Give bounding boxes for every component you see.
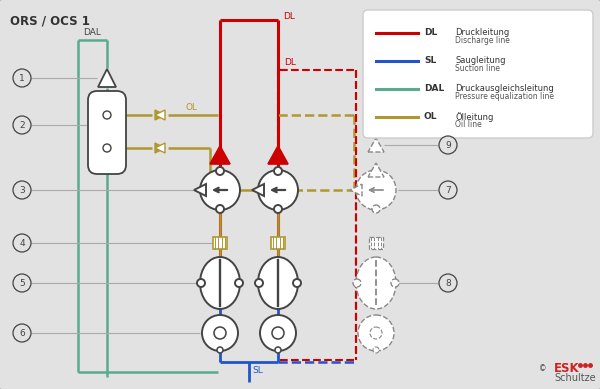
Text: Pressure equalization line: Pressure equalization line <box>455 92 554 101</box>
Circle shape <box>275 347 281 353</box>
Circle shape <box>370 327 382 339</box>
Bar <box>213 237 227 249</box>
Circle shape <box>13 274 31 292</box>
Polygon shape <box>194 184 206 196</box>
Circle shape <box>372 205 380 213</box>
Text: Druckausgleichsleitung: Druckausgleichsleitung <box>455 84 554 93</box>
Circle shape <box>293 279 301 287</box>
Polygon shape <box>98 69 116 87</box>
Circle shape <box>103 111 111 119</box>
Circle shape <box>255 279 263 287</box>
Circle shape <box>373 347 379 353</box>
Bar <box>369 237 383 249</box>
Text: 6: 6 <box>19 328 25 338</box>
Circle shape <box>260 315 296 351</box>
Circle shape <box>372 167 380 175</box>
Text: Schultze: Schultze <box>554 373 596 383</box>
Polygon shape <box>155 143 165 153</box>
Circle shape <box>439 274 457 292</box>
Text: 5: 5 <box>19 279 25 287</box>
Text: ORS / OCS 1: ORS / OCS 1 <box>10 14 90 27</box>
Text: SL: SL <box>252 366 263 375</box>
Circle shape <box>272 327 284 339</box>
Text: Oil line: Oil line <box>455 120 482 129</box>
Text: DL: DL <box>283 12 295 21</box>
Text: 7: 7 <box>445 186 451 194</box>
Circle shape <box>216 205 224 213</box>
Polygon shape <box>268 146 288 164</box>
Circle shape <box>439 181 457 199</box>
Circle shape <box>274 167 282 175</box>
Polygon shape <box>210 146 230 164</box>
Text: DL: DL <box>284 58 296 67</box>
Circle shape <box>358 315 394 351</box>
Polygon shape <box>368 138 384 152</box>
Text: ©: © <box>539 364 547 373</box>
Text: OL: OL <box>185 102 197 112</box>
FancyBboxPatch shape <box>363 10 593 138</box>
Text: Ölleitung: Ölleitung <box>455 112 493 122</box>
Text: SL: SL <box>424 56 436 65</box>
Text: 3: 3 <box>19 186 25 194</box>
Circle shape <box>103 144 111 152</box>
Text: OL: OL <box>424 112 437 121</box>
Bar <box>271 237 285 249</box>
Text: Saugleitung: Saugleitung <box>455 56 505 65</box>
Polygon shape <box>155 110 165 120</box>
Circle shape <box>214 327 226 339</box>
FancyBboxPatch shape <box>88 91 126 174</box>
Polygon shape <box>350 184 362 196</box>
Text: DL: DL <box>424 28 437 37</box>
Circle shape <box>391 279 399 287</box>
Text: DAL: DAL <box>424 84 444 93</box>
Text: 1: 1 <box>19 74 25 82</box>
Circle shape <box>439 136 457 154</box>
Circle shape <box>200 170 240 210</box>
Circle shape <box>356 170 396 210</box>
Circle shape <box>13 234 31 252</box>
Circle shape <box>13 181 31 199</box>
Polygon shape <box>252 184 264 196</box>
Text: Druckleitung: Druckleitung <box>455 28 509 37</box>
Circle shape <box>274 205 282 213</box>
Circle shape <box>13 69 31 87</box>
Circle shape <box>13 116 31 134</box>
Text: Discharge line: Discharge line <box>455 36 510 45</box>
Circle shape <box>235 279 243 287</box>
Ellipse shape <box>200 257 240 309</box>
Polygon shape <box>155 110 165 120</box>
Circle shape <box>216 167 224 175</box>
Circle shape <box>197 279 205 287</box>
Text: 8: 8 <box>445 279 451 287</box>
Text: 4: 4 <box>19 238 25 247</box>
Text: ESK: ESK <box>554 363 580 375</box>
Text: Suction line: Suction line <box>455 64 500 73</box>
Ellipse shape <box>356 257 396 309</box>
Ellipse shape <box>258 257 298 309</box>
Text: 9: 9 <box>445 140 451 149</box>
Circle shape <box>353 279 361 287</box>
Circle shape <box>202 315 238 351</box>
Polygon shape <box>368 163 384 177</box>
Circle shape <box>258 170 298 210</box>
Circle shape <box>13 324 31 342</box>
Polygon shape <box>155 143 165 153</box>
Text: DAL: DAL <box>83 28 101 37</box>
Circle shape <box>217 347 223 353</box>
Text: 2: 2 <box>19 121 25 130</box>
